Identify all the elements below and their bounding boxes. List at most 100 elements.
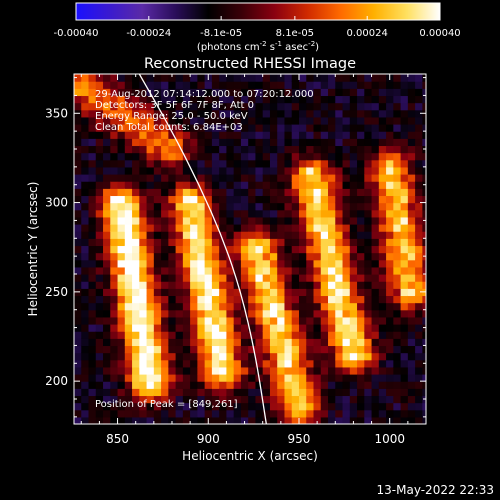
heatmap-cell — [393, 74, 402, 82]
heatmap-cell — [81, 359, 90, 368]
heatmap-cell — [393, 374, 402, 382]
heatmap-cell — [378, 295, 387, 304]
heatmap-cell — [349, 345, 358, 354]
heatmap-cell — [386, 159, 394, 168]
heatmap-cell — [335, 259, 344, 268]
heatmap-cell — [407, 416, 416, 424]
heatmap-cell — [139, 88, 148, 97]
heatmap-cell — [146, 281, 155, 289]
heatmap-cell — [284, 81, 293, 89]
heatmap-cell — [364, 374, 373, 382]
heatmap-cell — [161, 145, 169, 154]
heatmap-cell — [226, 288, 235, 297]
heatmap-cell — [306, 309, 315, 318]
heatmap-cell — [117, 216, 126, 225]
heatmap-cell — [335, 95, 344, 104]
heatmap-cell — [342, 352, 351, 361]
heatmap-cell — [88, 81, 97, 89]
heatmap-cell — [132, 109, 140, 118]
heatmap-cell — [153, 174, 162, 182]
heatmap-cell — [313, 374, 322, 382]
heatmap-cell — [197, 331, 206, 339]
heatmap-cell — [335, 81, 344, 89]
heatmap-cell — [211, 245, 220, 254]
heatmap-cell — [386, 188, 394, 197]
heatmap-cell — [357, 352, 365, 361]
heatmap-cell — [269, 316, 278, 325]
heatmap-cell — [400, 95, 409, 104]
heatmap-cell — [153, 95, 162, 104]
heatmap-cell — [204, 281, 213, 289]
heatmap-cell — [364, 416, 373, 424]
heatmap-cell — [190, 88, 198, 97]
heatmap-cell — [407, 145, 416, 154]
heatmap-cell — [306, 238, 315, 247]
heatmap-cell — [240, 195, 249, 204]
heatmap-cell — [357, 366, 365, 375]
heatmap-cell — [110, 145, 119, 154]
heatmap-cell — [306, 152, 315, 161]
heatmap-cell — [277, 138, 286, 147]
heatmap-cell — [226, 81, 235, 89]
heatmap-cell — [298, 288, 307, 297]
heatmap-cell — [190, 352, 198, 361]
heatmap-cell — [74, 359, 82, 368]
heatmap-cell — [110, 359, 119, 368]
heatmap-cell — [103, 416, 111, 424]
heatmap-cell — [378, 145, 387, 154]
heatmap-cell — [298, 109, 307, 118]
heatmap-cell — [378, 288, 387, 297]
heatmap-cell — [306, 302, 315, 311]
heatmap-cell — [364, 366, 373, 375]
heatmap-cell — [335, 338, 344, 347]
heatmap-cell — [190, 324, 198, 332]
heatmap-cell — [255, 274, 264, 282]
heatmap-cell — [182, 402, 191, 411]
heatmap-cell — [233, 109, 242, 118]
heatmap-cell — [313, 395, 322, 404]
heatmap-cell — [153, 374, 162, 382]
heatmap-cell — [182, 174, 191, 182]
heatmap-cell — [117, 359, 126, 368]
heatmap-cell — [393, 181, 402, 189]
heatmap-cell — [291, 152, 300, 161]
heatmap-cell — [407, 102, 416, 111]
heatmap-cell — [262, 195, 271, 204]
heatmap-cell — [153, 366, 162, 375]
heatmap-cell — [175, 216, 184, 225]
heatmap-cell — [335, 216, 344, 225]
heatmap-cell — [313, 359, 322, 368]
heatmap-cell — [190, 216, 198, 225]
heatmap-cell — [277, 224, 286, 232]
heatmap-cell — [197, 409, 206, 418]
heatmap-cell — [335, 402, 344, 411]
heatmap-cell — [371, 195, 380, 204]
heatmap-cell — [335, 145, 344, 154]
heatmap-cell — [378, 245, 387, 254]
heatmap-cell — [364, 295, 373, 304]
heatmap-cell — [161, 331, 169, 339]
heatmap-cell — [190, 409, 198, 418]
heatmap-cell — [95, 381, 104, 389]
heatmap-cell — [255, 345, 264, 354]
heatmap-cell — [153, 352, 162, 361]
heatmap-cell — [415, 195, 423, 204]
heatmap-cell — [146, 316, 155, 325]
heatmap-cell — [269, 274, 278, 282]
heatmap-cell — [95, 188, 104, 197]
heatmap-cell — [81, 231, 90, 239]
heatmap-cell — [124, 374, 133, 382]
heatmap-cell — [269, 181, 278, 189]
heatmap-cell — [139, 181, 148, 189]
heatmap-cell — [364, 224, 373, 232]
heatmap-cell — [386, 331, 394, 339]
heatmap-cell — [277, 81, 286, 89]
heatmap-cell — [88, 288, 97, 297]
heatmap-cell — [320, 116, 329, 125]
heatmap-cell — [335, 116, 344, 125]
heatmap-cell — [357, 88, 365, 97]
heatmap-cell — [284, 331, 293, 339]
heatmap-cell — [364, 274, 373, 282]
heatmap-cell — [248, 88, 257, 97]
